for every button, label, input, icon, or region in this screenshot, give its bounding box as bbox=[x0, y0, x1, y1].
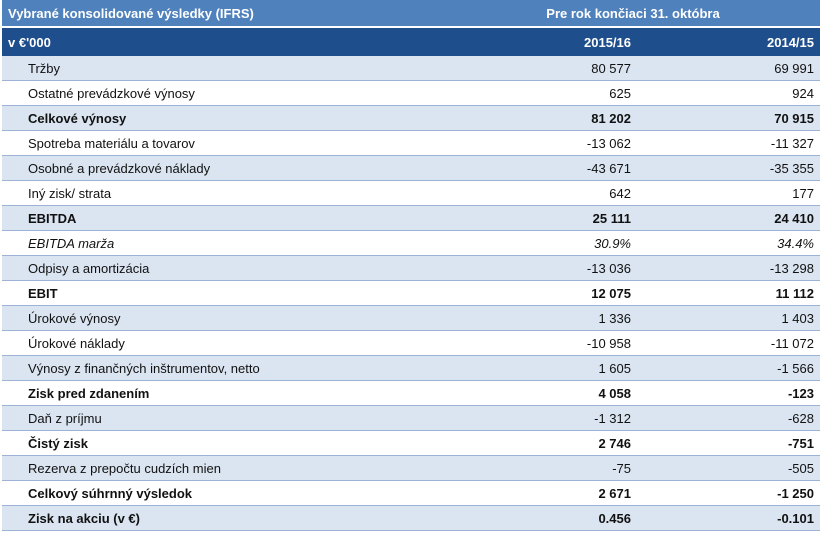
row-label: Celkové výnosy bbox=[2, 105, 446, 131]
row-label: Spotreba materiálu a tovarov bbox=[2, 130, 446, 156]
value-2015-16: -1 312 bbox=[446, 405, 637, 431]
row-label: Úrokové výnosy bbox=[2, 305, 446, 331]
value-2014-15: -1 250 bbox=[637, 480, 820, 506]
value-2014-15: -505 bbox=[637, 455, 820, 481]
value-2014-15: -0.101 bbox=[637, 505, 820, 531]
value-2015-16: 1 605 bbox=[446, 355, 637, 381]
row-label: EBIT bbox=[2, 280, 446, 306]
row-label: Odpisy a amortizácia bbox=[2, 255, 446, 281]
row-label: Zisk pred zdanením bbox=[2, 380, 446, 406]
value-2014-15: -13 298 bbox=[637, 255, 820, 281]
table-row: Výnosy z finančných inštrumentov, netto 1… bbox=[2, 355, 820, 381]
table-row: EBITDA 25 111 24 410 bbox=[2, 205, 820, 231]
table-row: Tržby 80 577 69 991 bbox=[2, 56, 820, 81]
value-2014-15: 24 410 bbox=[637, 205, 820, 231]
table-title: Vybrané konsolidované výsledky (IFRS) bbox=[2, 0, 446, 28]
table-row: Osobné a prevádzkové náklady -43 671 -35 3… bbox=[2, 155, 820, 181]
row-label: Zisk na akciu (v €) bbox=[2, 505, 446, 531]
table-row: Ostatné prevádzkové výnosy 625 924 bbox=[2, 80, 820, 106]
value-2014-15: -35 355 bbox=[637, 155, 820, 181]
table-row: Celkové výnosy 81 202 70 915 bbox=[2, 105, 820, 131]
row-label: Iný zisk/ strata bbox=[2, 180, 446, 206]
consolidated-results-table: Vybrané konsolidované výsledky (IFRS) Pr… bbox=[2, 0, 820, 531]
row-label: Úrokové náklady bbox=[2, 330, 446, 356]
row-label: Osobné a prevádzkové náklady bbox=[2, 155, 446, 181]
value-2015-16: 80 577 bbox=[446, 56, 637, 81]
value-2015-16: 2 671 bbox=[446, 480, 637, 506]
value-2015-16: 0.456 bbox=[446, 505, 637, 531]
value-2014-15: -751 bbox=[637, 430, 820, 456]
row-label: Daň z príjmu bbox=[2, 405, 446, 431]
value-2014-15: 11 112 bbox=[637, 280, 820, 306]
table-row: Odpisy a amortizácia -13 036 -13 298 bbox=[2, 255, 820, 281]
value-2014-15: -1 566 bbox=[637, 355, 820, 381]
unit-label: v €'000 bbox=[2, 27, 446, 56]
value-2014-15: 924 bbox=[637, 80, 820, 106]
value-2014-15: 177 bbox=[637, 180, 820, 206]
table-row: Celkový súhrnný výsledok 2 671 -1 250 bbox=[2, 480, 820, 506]
value-2015-16: 625 bbox=[446, 80, 637, 106]
value-2015-16: -13 062 bbox=[446, 130, 637, 156]
table-row: Rezerva z prepočtu cudzích mien -75 -505 bbox=[2, 455, 820, 481]
table-row: Zisk pred zdanením 4 058 -123 bbox=[2, 380, 820, 406]
value-2014-15: -628 bbox=[637, 405, 820, 431]
table-row: Daň z príjmu -1 312 -628 bbox=[2, 405, 820, 431]
column-header-2015-16: 2015/16 bbox=[446, 27, 637, 56]
value-2015-16: 1 336 bbox=[446, 305, 637, 331]
value-2015-16: -13 036 bbox=[446, 255, 637, 281]
table-header: Vybrané konsolidované výsledky (IFRS) Pr… bbox=[2, 0, 820, 56]
table-body: Tržby 80 577 69 991 Ostatné prevádzkové výn… bbox=[2, 56, 820, 531]
table-row: Zisk na akciu (v €) 0.456 -0.101 bbox=[2, 505, 820, 531]
header-row-title: Vybrané konsolidované výsledky (IFRS) Pr… bbox=[2, 0, 820, 28]
value-2015-16: 4 058 bbox=[446, 380, 637, 406]
value-2014-15: 69 991 bbox=[637, 56, 820, 81]
value-2014-15: 34.4% bbox=[637, 230, 820, 256]
table-row: Iný zisk/ strata 642 177 bbox=[2, 180, 820, 206]
value-2015-16: 25 111 bbox=[446, 205, 637, 231]
value-2015-16: -43 671 bbox=[446, 155, 637, 181]
column-header-2014-15: 2014/15 bbox=[637, 27, 820, 56]
results-table-container: Vybrané konsolidované výsledky (IFRS) Pr… bbox=[2, 0, 820, 531]
table-row: Čistý zisk 2 746 -751 bbox=[2, 430, 820, 456]
value-2015-16: 642 bbox=[446, 180, 637, 206]
value-2015-16: -75 bbox=[446, 455, 637, 481]
value-2015-16: 30.9% bbox=[446, 230, 637, 256]
table-row: EBITDA marža 30.9% 34.4% bbox=[2, 230, 820, 256]
value-2014-15: -11 072 bbox=[637, 330, 820, 356]
period-title: Pre rok končiaci 31. októbra bbox=[446, 0, 820, 28]
value-2015-16: -10 958 bbox=[446, 330, 637, 356]
value-2014-15: 70 915 bbox=[637, 105, 820, 131]
table-row: EBIT 12 075 11 112 bbox=[2, 280, 820, 306]
value-2015-16: 81 202 bbox=[446, 105, 637, 131]
row-label: Celkový súhrnný výsledok bbox=[2, 480, 446, 506]
header-row-columns: v €'000 2015/16 2014/15 bbox=[2, 27, 820, 56]
value-2014-15: -11 327 bbox=[637, 130, 820, 156]
table-row: Úrokové náklady -10 958 -11 072 bbox=[2, 330, 820, 356]
row-label: EBITDA bbox=[2, 205, 446, 231]
value-2014-15: -123 bbox=[637, 380, 820, 406]
row-label: Ostatné prevádzkové výnosy bbox=[2, 80, 446, 106]
row-label: EBITDA marža bbox=[2, 230, 446, 256]
row-label: Tržby bbox=[2, 56, 446, 81]
table-row: Spotreba materiálu a tovarov -13 062 -11 3… bbox=[2, 130, 820, 156]
row-label: Výnosy z finančných inštrumentov, netto bbox=[2, 355, 446, 381]
value-2015-16: 12 075 bbox=[446, 280, 637, 306]
value-2014-15: 1 403 bbox=[637, 305, 820, 331]
row-label: Rezerva z prepočtu cudzích mien bbox=[2, 455, 446, 481]
value-2015-16: 2 746 bbox=[446, 430, 637, 456]
row-label: Čistý zisk bbox=[2, 430, 446, 456]
table-row: Úrokové výnosy 1 336 1 403 bbox=[2, 305, 820, 331]
